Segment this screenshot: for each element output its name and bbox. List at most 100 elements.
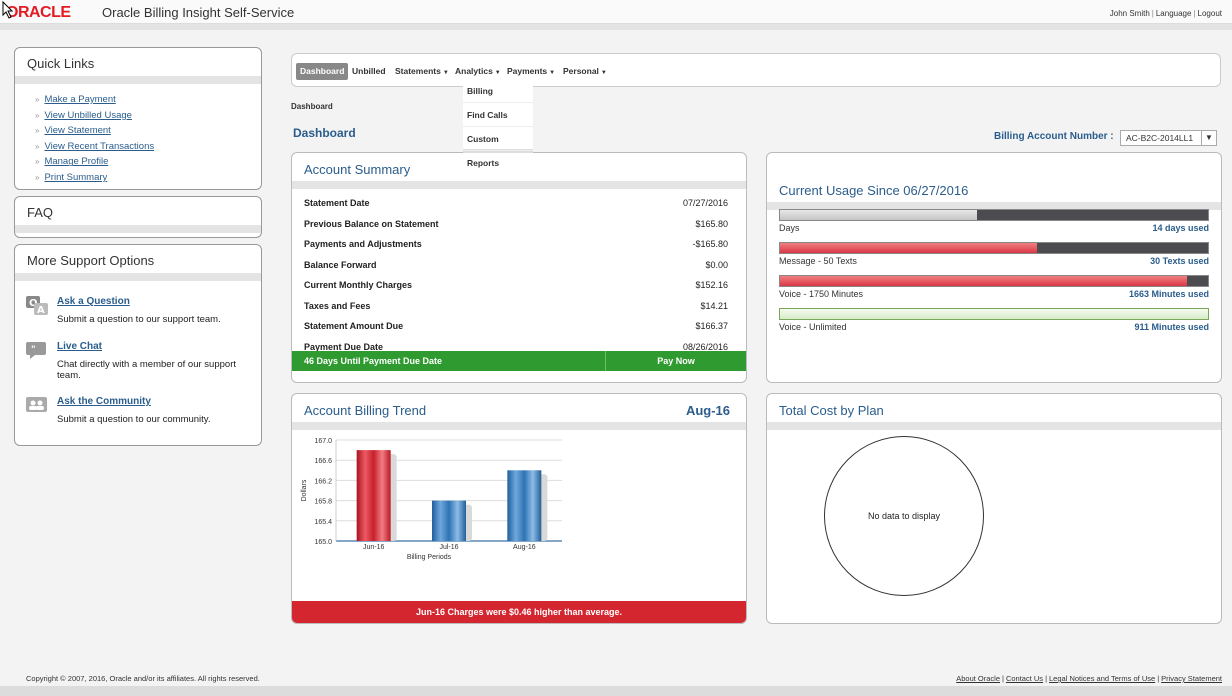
live-chat-item: " Live Chat Chat directly with a member … bbox=[15, 340, 261, 381]
account-summary-title: Account Summary bbox=[292, 153, 746, 189]
tab-personal-label: Personal bbox=[563, 66, 599, 76]
current-usage-card: Current Usage Since 06/27/2016 Days 14 da… bbox=[766, 152, 1222, 383]
table-row: Statement Amount Due $166.37 bbox=[292, 316, 746, 337]
list-item: Make a Payment bbox=[35, 92, 261, 108]
usage-used-link[interactable]: 14 days used bbox=[1152, 223, 1209, 233]
charges-vs-average-bar: Jun-16 Charges were $0.46 higher than av… bbox=[292, 601, 746, 623]
menu-item-custom-reports[interactable]: Custom Reports bbox=[463, 127, 533, 168]
billing-trend-period: Aug-16 bbox=[685, 403, 730, 418]
tab-analytics-label: Analytics bbox=[455, 66, 493, 76]
privacy-statement-link[interactable]: Privacy Statement bbox=[1161, 674, 1222, 683]
table-row: Current Monthly Charges $152.16 bbox=[292, 275, 746, 296]
quick-links-list: Make a Payment View Unbilled Usage View … bbox=[15, 84, 261, 186]
usage-used-link[interactable]: 30 Texts used bbox=[1150, 256, 1209, 266]
usage-progress-fill bbox=[780, 276, 1187, 286]
live-chat-link[interactable]: Live Chat bbox=[57, 341, 103, 352]
bar-jun-16[interactable] bbox=[356, 450, 391, 541]
x-tick-label: Jul-16 bbox=[439, 544, 458, 551]
footer-band bbox=[0, 686, 1232, 696]
faq-title[interactable]: FAQ bbox=[15, 197, 261, 233]
tab-payments[interactable]: Payments ▼ bbox=[507, 63, 555, 80]
total-cost-plan-card: Total Cost by Plan No data to display bbox=[766, 393, 1222, 624]
tab-personal[interactable]: Personal ▼ bbox=[563, 63, 607, 80]
about-oracle-link[interactable]: About Oracle bbox=[956, 674, 1000, 683]
manage-profile-link[interactable]: Manage Profile bbox=[44, 156, 109, 168]
menu-item-billing[interactable]: Billing bbox=[463, 79, 533, 103]
bar-aug-16[interactable] bbox=[507, 470, 542, 541]
tab-statements[interactable]: Statements ▼ bbox=[395, 63, 449, 80]
usage-row: Message - 50 Texts 30 Texts used bbox=[779, 242, 1209, 266]
community-icon bbox=[26, 397, 47, 412]
view-recent-transactions-link[interactable]: View Recent Transactions bbox=[44, 140, 155, 152]
contact-us-link[interactable]: Contact Us bbox=[1005, 674, 1044, 683]
chevron-down-icon: ▼ bbox=[549, 70, 556, 76]
y-tick-label: 165.4 bbox=[314, 519, 332, 526]
row-label: Taxes and Fees bbox=[304, 300, 371, 311]
billing-trend-title-text: Account Billing Trend bbox=[304, 403, 427, 418]
y-tick-label: 166.6 bbox=[314, 458, 332, 465]
x-axis-label: Billing Periods bbox=[407, 554, 452, 561]
pay-now-button[interactable]: Pay Now bbox=[605, 351, 746, 371]
usage-used-link[interactable]: 911 Minutes used bbox=[1134, 322, 1209, 332]
legal-notices-link[interactable]: Legal Notices and Terms of Use bbox=[1049, 674, 1156, 683]
view-unbilled-usage-link[interactable]: View Unbilled Usage bbox=[44, 109, 132, 121]
make-payment-link[interactable]: Make a Payment bbox=[44, 94, 116, 105]
row-label: Payment Due Date bbox=[304, 341, 384, 352]
print-summary-link[interactable]: Print Summary bbox=[44, 171, 108, 183]
list-item: View Statement bbox=[35, 123, 261, 139]
language-link[interactable]: Language bbox=[1155, 9, 1192, 18]
usage-label: Days bbox=[779, 223, 800, 233]
billing-account-select[interactable]: AC-B2C-2014LL1 ▼ bbox=[1120, 130, 1217, 146]
list-item: Print Summary bbox=[35, 170, 261, 186]
tab-unbilled[interactable]: Unbilled bbox=[352, 66, 386, 76]
quick-links-title: Quick Links bbox=[15, 48, 261, 84]
tab-analytics[interactable]: Analytics ▼ bbox=[455, 63, 501, 80]
ask-community-link[interactable]: Ask the Community bbox=[57, 396, 151, 407]
usage-progress-bar bbox=[779, 209, 1209, 221]
chevron-down-icon: ▼ bbox=[442, 70, 449, 76]
x-tick-label: Aug-16 bbox=[513, 544, 536, 551]
usage-used-link[interactable]: 1663 Minutes used bbox=[1128, 289, 1209, 299]
usage-row: Voice - 1750 Minutes 1663 Minutes used bbox=[779, 275, 1209, 299]
live-chat-desc: Chat directly with a member of our suppo… bbox=[57, 359, 236, 381]
row-value: $0.00 bbox=[705, 259, 728, 270]
usage-label: Message - 50 Texts bbox=[779, 256, 857, 266]
row-label: Balance Forward bbox=[304, 259, 377, 270]
oracle-logo[interactable]: ORACLE bbox=[6, 4, 71, 21]
row-value: $152.16 bbox=[695, 280, 728, 290]
bar-jul-16[interactable] bbox=[432, 500, 466, 541]
community-item: Ask the Community Submit a question to o… bbox=[15, 395, 261, 425]
row-label: Payments and Adjustments bbox=[304, 239, 422, 249]
payment-due-bar: 46 Days Until Payment Due Date Pay Now bbox=[292, 351, 746, 371]
list-item: View Recent Transactions bbox=[35, 139, 261, 155]
billing-trend-card: Account Billing Trend Aug-16 165.0 165.4 1… bbox=[291, 393, 747, 624]
mouse-cursor-icon bbox=[2, 1, 14, 19]
tab-dashboard[interactable]: Dashboard bbox=[296, 63, 349, 80]
analytics-dropdown-menu: Billing Find Calls Custom Reports bbox=[463, 79, 533, 168]
table-row: Balance Forward $0.00 bbox=[292, 255, 746, 276]
billing-account-label: Billing Account Number : bbox=[994, 131, 1114, 142]
tab-statements-label: Statements bbox=[395, 66, 441, 76]
breadcrumb[interactable]: Dashboard bbox=[291, 102, 333, 111]
logout-link[interactable]: Logout bbox=[1197, 9, 1222, 18]
ask-question-link[interactable]: Ask a Question bbox=[57, 296, 130, 307]
header-band bbox=[0, 24, 1232, 30]
page-title: Dashboard bbox=[293, 126, 356, 140]
menu-item-find-calls[interactable]: Find Calls bbox=[463, 103, 533, 127]
view-statement-link[interactable]: View Statement bbox=[44, 125, 111, 137]
copyright-text: Copyright © 2007, 2016, Oracle and/or it… bbox=[26, 674, 260, 683]
usage-row: Days 14 days used bbox=[779, 209, 1209, 233]
row-label: Current Monthly Charges bbox=[304, 280, 413, 290]
list-item: View Unbilled Usage bbox=[35, 108, 261, 124]
plan-pie-chart: No data to display bbox=[824, 436, 984, 596]
faq-panel[interactable]: FAQ bbox=[14, 196, 262, 238]
table-row: Taxes and Fees $14.21 bbox=[292, 296, 746, 317]
usage-label: Voice - Unlimited bbox=[779, 322, 847, 332]
svg-text:Q: Q bbox=[29, 298, 38, 309]
usage-row: Voice - Unlimited 911 Minutes used bbox=[779, 308, 1209, 332]
tab-payments-label: Payments bbox=[507, 66, 548, 76]
ask-community-desc: Submit a question to our community. bbox=[57, 414, 211, 425]
row-label: Statement Amount Due bbox=[304, 321, 404, 331]
account-summary-card: Account Summary Statement Date 07/27/2016… bbox=[291, 152, 747, 383]
svg-text:A: A bbox=[37, 305, 45, 316]
